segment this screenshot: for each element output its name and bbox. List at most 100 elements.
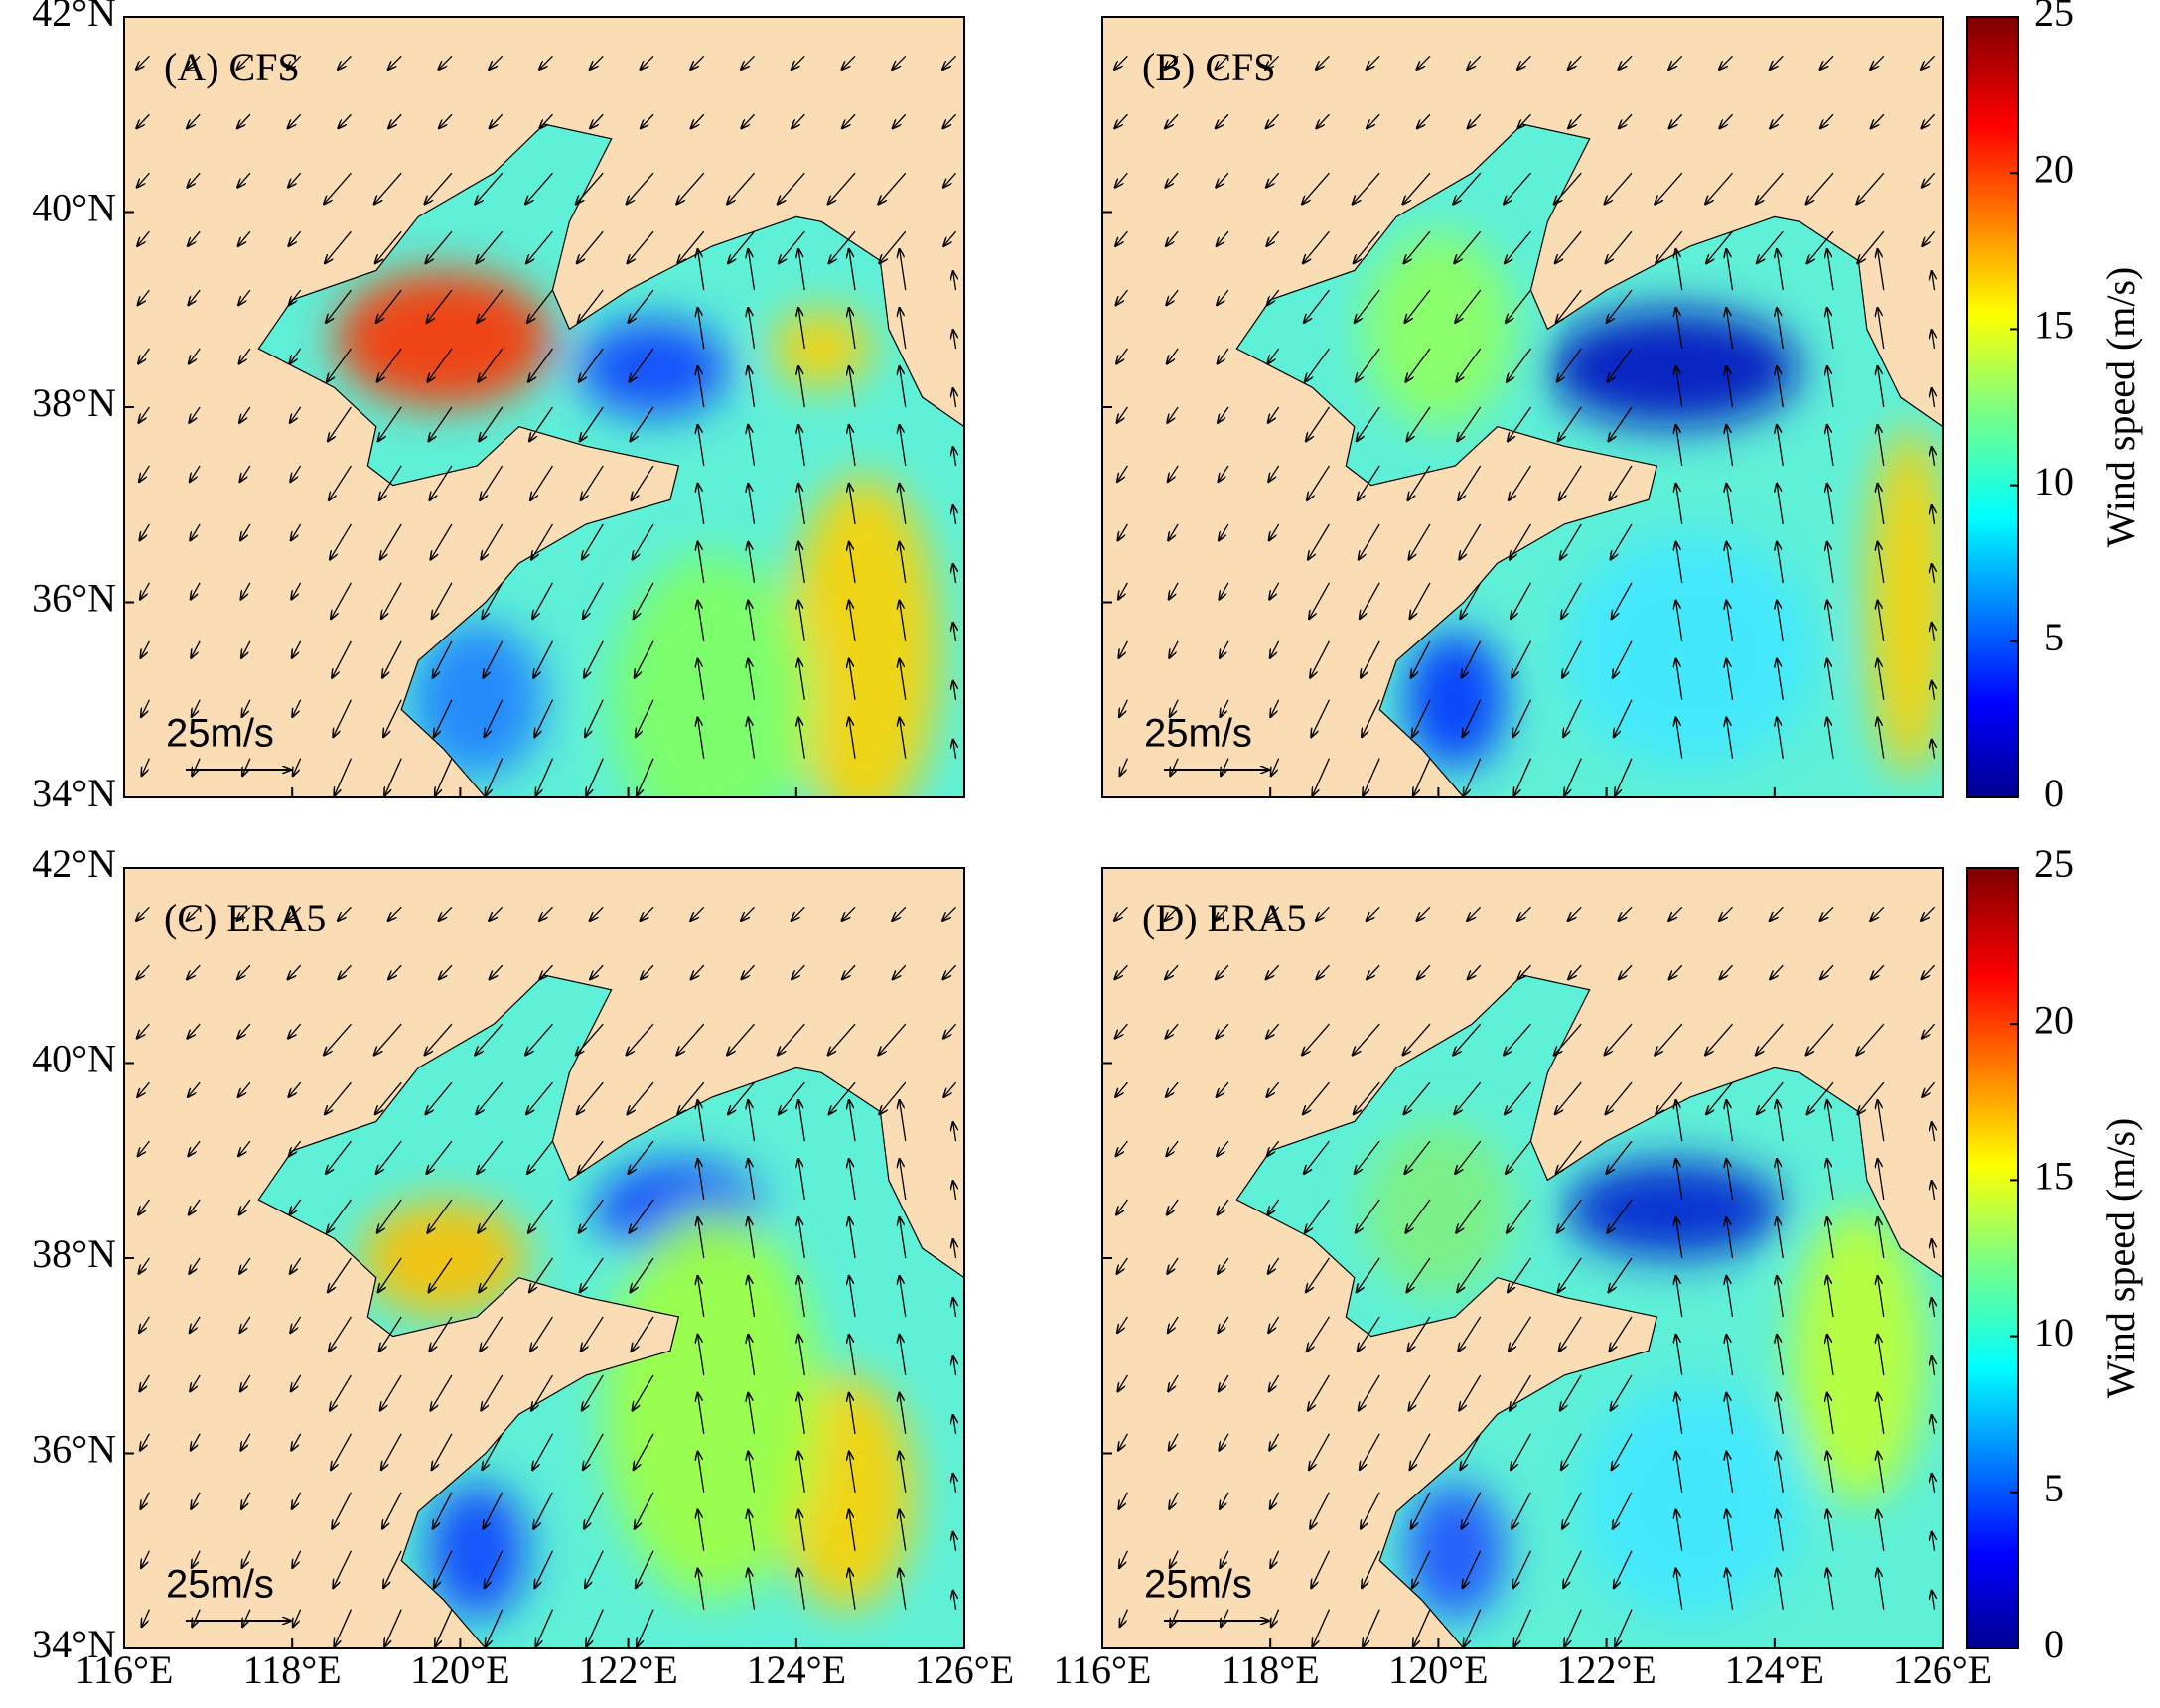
wind-arrow (483, 1492, 504, 1529)
wind-arrow (289, 348, 302, 364)
wind-arrow (842, 964, 856, 979)
wind-arrow (1169, 1492, 1179, 1509)
wind-arrow (1726, 308, 1734, 350)
wind-arrow (691, 113, 705, 128)
wind-arrow (329, 465, 352, 500)
wind-arrow (533, 1492, 554, 1529)
wind-arrow (531, 523, 554, 560)
wind-arrow (1757, 230, 1784, 263)
wind-arrow (1827, 1159, 1834, 1201)
wind-arrow (698, 718, 705, 759)
wind-arrow (1554, 172, 1582, 204)
wind-arrow (1777, 1569, 1784, 1610)
wind-arrow (636, 699, 654, 737)
wind-arrow (1219, 1316, 1229, 1333)
wind-arrow (1561, 1433, 1582, 1470)
wind-arrow (1820, 964, 1834, 979)
wind-arrow (1615, 1609, 1633, 1647)
wind-arrow (374, 1023, 402, 1055)
wind-arrow (140, 523, 150, 540)
wind-arrow (1777, 1159, 1784, 1201)
wind-arrow (584, 640, 604, 678)
wind-arrow (1705, 1023, 1733, 1055)
wind-arrow (1932, 1239, 1935, 1259)
colorbar-tick-label: 15 (2034, 1154, 2074, 1199)
wind-arrow (291, 523, 302, 540)
wind-arrow (1119, 1492, 1128, 1509)
wind-arrow (139, 1316, 150, 1333)
wind-arrow (478, 1199, 504, 1233)
wind-arrow (1820, 55, 1834, 70)
wind-arrow (893, 113, 907, 128)
wind-arrow (953, 740, 956, 759)
wind-arrow (1406, 1257, 1431, 1292)
wind-arrow (425, 1081, 453, 1114)
wind-arrow (1167, 1257, 1179, 1274)
wind-arrow (1618, 906, 1633, 921)
wind-arrow (580, 406, 604, 441)
wind-arrow (1407, 465, 1431, 500)
wind-arrow (136, 964, 150, 979)
colorbar-tick-label: 20 (2034, 997, 2074, 1042)
wind-arrow (1359, 1374, 1380, 1411)
wind-arrow (374, 172, 402, 204)
wind-arrow (748, 659, 756, 700)
wind-arrow (141, 699, 150, 717)
wind-arrow (1356, 1199, 1380, 1233)
wind-arrow (1932, 1356, 1935, 1375)
wind-arrow (1608, 1257, 1633, 1292)
wind-arrow (1220, 1433, 1229, 1451)
wind-arrow (829, 230, 856, 263)
wind-arrow (291, 1433, 302, 1451)
lon-tick-label: 118°E (243, 1647, 342, 1692)
wind-arrow (698, 1276, 705, 1318)
wind-arrow (1316, 964, 1330, 979)
wind-arrow (798, 542, 805, 583)
wind-arrow (433, 1492, 453, 1529)
wind-arrow (1676, 659, 1683, 700)
map-panel: (D) ERA5 25m/s (1101, 867, 1944, 1648)
wind-arrow (640, 55, 654, 70)
wind-arrow (953, 505, 956, 524)
wind-arrow (849, 542, 856, 583)
wind-arrow (1363, 1609, 1380, 1647)
wind-arrow (748, 249, 756, 291)
wind-arrow (798, 308, 805, 350)
wind-arrow (1555, 230, 1582, 263)
wind-arrow (1353, 172, 1380, 204)
wind-arrow (1265, 906, 1280, 921)
wind-arrow (1564, 1609, 1582, 1647)
wind-arrow (1119, 1550, 1128, 1568)
wind-arrow (1777, 718, 1784, 759)
wind-arrow (892, 906, 907, 921)
wind-arrow (1218, 406, 1229, 423)
wind-arrow (139, 465, 150, 482)
wind-arrow (1417, 964, 1431, 979)
wind-arrow (900, 425, 907, 467)
wind-arrow (878, 172, 907, 204)
wind-arrow (585, 1550, 604, 1588)
wind-arrow (1361, 640, 1380, 678)
colorbar-tick-label: 0 (2044, 771, 2064, 815)
wind-arrow (953, 1356, 956, 1375)
wind-arrow (1355, 289, 1380, 323)
wind-arrow (1857, 1081, 1885, 1114)
wind-arrow (748, 601, 756, 641)
wind-arrow (1269, 1433, 1280, 1451)
wind-arrow (698, 1159, 705, 1201)
wind-arrow (641, 964, 654, 979)
wind-arrow (388, 906, 402, 921)
wind-arrow (425, 172, 453, 204)
wind-arrow (435, 758, 453, 796)
wind-arrow (533, 640, 554, 678)
wind-arrow (431, 1374, 453, 1411)
speed-area (1581, 1384, 1800, 1620)
wind-arrow (1726, 249, 1734, 291)
wind-arrow (432, 1433, 453, 1470)
wind-arrow (1827, 1393, 1834, 1434)
wind-arrow (879, 230, 907, 263)
wind-arrow (1219, 465, 1229, 482)
wind-arrow (1510, 1374, 1532, 1411)
wind-arrow (192, 758, 201, 777)
wind-arrow (1270, 640, 1280, 658)
